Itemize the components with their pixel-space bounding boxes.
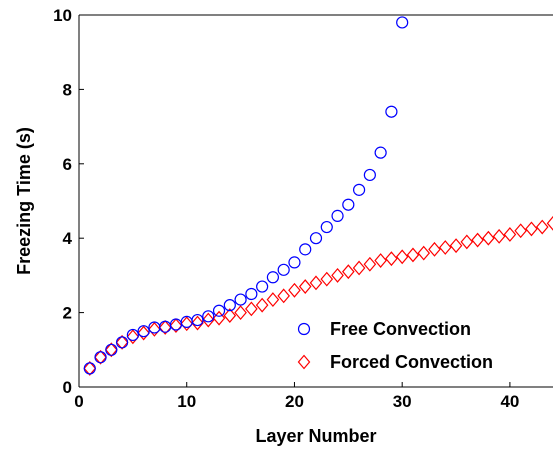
forced-convection-point bbox=[277, 288, 290, 304]
forced-convection-point bbox=[514, 223, 527, 239]
forced-convection-point bbox=[449, 238, 463, 254]
forced-convection-point bbox=[492, 228, 506, 244]
free-convection-point bbox=[331, 209, 344, 222]
forced-convection-point bbox=[374, 253, 387, 268]
y-ticks: 0 2 4 6 8 10 bbox=[53, 6, 84, 397]
free-convection-point bbox=[385, 105, 398, 118]
y-tick-label: 2 bbox=[63, 304, 72, 323]
forced-convection-point bbox=[320, 271, 334, 287]
free-convection-point bbox=[288, 256, 301, 269]
series-free-convection bbox=[83, 16, 409, 375]
x-tick-label: 30 bbox=[393, 392, 412, 411]
y-tick-label: 10 bbox=[53, 6, 72, 25]
free-convection-point bbox=[374, 146, 387, 159]
y-tick-label: 6 bbox=[63, 155, 72, 174]
y-tick-label: 0 bbox=[63, 378, 72, 397]
forced-convection-point bbox=[126, 329, 140, 345]
y-axis-title: Freezing Time (s) bbox=[14, 127, 34, 275]
free-convection-point bbox=[94, 351, 107, 364]
forced-convection-point bbox=[482, 230, 495, 246]
free-convection-point bbox=[191, 313, 204, 327]
free-convection-point bbox=[83, 362, 96, 375]
forced-convection-point bbox=[438, 240, 452, 255]
forced-convection-point bbox=[158, 320, 172, 335]
forced-convection-point bbox=[428, 241, 441, 257]
forced-convection-point bbox=[115, 334, 129, 350]
forced-convection-point bbox=[503, 227, 517, 242]
forced-convection-point bbox=[525, 221, 538, 237]
forced-convection-point bbox=[245, 301, 258, 317]
free-convection-point bbox=[223, 299, 236, 312]
legend-label: Forced Convection bbox=[330, 352, 493, 372]
free-convection-point bbox=[266, 271, 280, 284]
free-convection-point bbox=[256, 280, 269, 293]
forced-convection-point bbox=[309, 275, 323, 291]
forced-convection-point bbox=[169, 318, 183, 334]
free-convection-point bbox=[234, 293, 247, 306]
forced-convection-point bbox=[331, 267, 344, 283]
free-convection-point bbox=[352, 183, 366, 196]
plot-area bbox=[79, 15, 553, 387]
legend-label: Free Convection bbox=[330, 319, 471, 339]
forced-convection-point bbox=[255, 297, 269, 313]
forced-convection-point bbox=[288, 282, 301, 298]
x-tick-label: 40 bbox=[500, 392, 519, 411]
legend-marker bbox=[297, 354, 311, 370]
forced-convection-point bbox=[212, 310, 226, 326]
forced-convection-point bbox=[363, 256, 377, 272]
forced-convection-point bbox=[201, 312, 215, 328]
forced-convection-point bbox=[406, 247, 420, 263]
forced-convection-point bbox=[385, 251, 398, 267]
free-convection-point bbox=[212, 304, 226, 317]
forced-convection-point bbox=[137, 325, 150, 341]
forced-convection-point bbox=[352, 260, 366, 276]
forced-convection-point bbox=[395, 249, 409, 265]
legend-marker bbox=[297, 322, 311, 336]
forced-convection-point bbox=[234, 305, 247, 321]
free-convection-point bbox=[105, 343, 118, 356]
forced-convection-point bbox=[180, 316, 194, 332]
forced-convection-point bbox=[298, 279, 312, 294]
forced-convection-point bbox=[105, 342, 118, 358]
x-ticks: 0 10 20 30 40 bbox=[74, 382, 519, 411]
forced-convection-point bbox=[417, 245, 431, 261]
forced-convection-point bbox=[191, 315, 204, 331]
free-convection-point bbox=[245, 287, 258, 301]
free-convection-point bbox=[115, 336, 129, 349]
forced-convection-point bbox=[342, 264, 355, 280]
free-convection-point bbox=[137, 325, 150, 338]
x-tick-label: 10 bbox=[177, 392, 196, 411]
forced-convection-point bbox=[546, 215, 553, 231]
forced-convection-point bbox=[535, 219, 549, 235]
forced-convection-point bbox=[266, 292, 280, 308]
forced-convection-point bbox=[148, 321, 161, 337]
y-tick-label: 8 bbox=[63, 80, 72, 99]
free-convection-point bbox=[202, 310, 215, 323]
free-convection-point bbox=[342, 198, 355, 211]
x-tick-label: 0 bbox=[74, 392, 83, 411]
free-convection-point bbox=[126, 328, 139, 342]
free-convection-point bbox=[309, 232, 323, 245]
free-convection-point bbox=[277, 263, 290, 276]
forced-convection-point bbox=[471, 232, 484, 248]
series-layer bbox=[83, 16, 553, 376]
x-axis-title: Layer Number bbox=[255, 426, 376, 446]
x-tick-label: 20 bbox=[285, 392, 304, 411]
y-tick-label: 4 bbox=[63, 229, 73, 248]
series-forced-convection bbox=[83, 215, 553, 376]
free-convection-point bbox=[363, 168, 376, 182]
forced-convection-point bbox=[223, 308, 237, 324]
forced-convection-point bbox=[83, 360, 97, 376]
free-convection-point bbox=[299, 243, 312, 256]
legend: Free Convection Forced Convection bbox=[297, 319, 493, 372]
free-convection-point bbox=[396, 16, 409, 29]
free-convection-point bbox=[320, 220, 333, 234]
forced-convection-point bbox=[94, 349, 107, 365]
forced-convection-point bbox=[460, 234, 474, 250]
